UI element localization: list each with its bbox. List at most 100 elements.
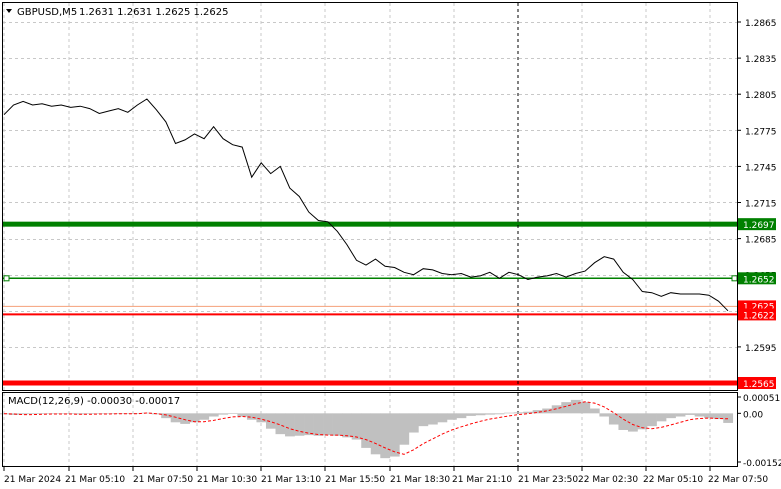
macd-histogram-bar bbox=[694, 413, 705, 417]
price-axis-label: 1.2805 bbox=[745, 91, 777, 101]
macd-histogram-bar bbox=[647, 413, 657, 427]
macd-histogram-bar bbox=[237, 413, 248, 417]
macd-histogram-bar bbox=[723, 413, 734, 423]
macd-histogram-bar bbox=[485, 413, 495, 415]
macd-histogram-bar bbox=[675, 413, 686, 417]
macd-histogram-bar bbox=[332, 413, 343, 436]
macd-histogram-bar bbox=[27, 413, 38, 414]
macd-histogram-bar bbox=[380, 413, 391, 459]
macd-histogram-bar bbox=[161, 413, 172, 419]
close-price-path bbox=[3, 98, 729, 312]
time-axis-label: 22 Mar 07:50 bbox=[708, 475, 768, 485]
horizontal-levels[interactable] bbox=[3, 221, 738, 386]
macd-histogram-bar bbox=[170, 413, 181, 423]
macd-histogram-bar bbox=[208, 413, 219, 417]
macd-histogram-bar bbox=[608, 413, 619, 425]
macd-histogram-bar bbox=[199, 413, 210, 420]
macd-histogram-bar bbox=[466, 413, 476, 416]
time-axis-label: 21 Mar 13:10 bbox=[261, 475, 321, 485]
time-axis-label: 21 Mar 07:50 bbox=[133, 475, 193, 485]
macd-histogram-bar bbox=[361, 413, 372, 448]
macd-histogram-bar bbox=[294, 413, 305, 436]
level-price-text: 1.2622 bbox=[743, 311, 775, 321]
macd-histogram-bar bbox=[399, 413, 410, 445]
macd-histogram-bar bbox=[351, 413, 362, 440]
macd-histogram-bar bbox=[504, 412, 514, 414]
macd-signal-path bbox=[3, 401, 729, 455]
macd-signal-line bbox=[3, 401, 729, 455]
macd-histogram-bar bbox=[37, 413, 48, 414]
level-price-text: 1.2697 bbox=[743, 221, 775, 231]
macd-histogram-bar bbox=[227, 413, 238, 414]
macd-histogram-bar bbox=[18, 413, 29, 415]
macd-histogram-bar bbox=[513, 412, 524, 414]
macd-histogram-bar bbox=[323, 413, 333, 436]
macd-histogram-bar bbox=[142, 412, 152, 414]
macd-histogram-bar bbox=[713, 413, 724, 420]
macd-histogram-bar bbox=[180, 413, 191, 424]
time-axis: 21 Mar 2024 21 Mar 05:10 21 Mar 07:50 21 Ma… bbox=[3, 467, 768, 485]
macd-histogram-bar bbox=[104, 413, 114, 414]
price-axis-label: 1.2835 bbox=[745, 55, 777, 65]
macd-histogram-bar bbox=[189, 413, 200, 423]
macd-axis-label: 0.00051 bbox=[743, 394, 780, 404]
macd-histogram-bar bbox=[589, 408, 600, 414]
macd-histogram bbox=[0, 399, 734, 459]
ohlc-values: 1.2631 1.2631 1.2625 1.2625 bbox=[79, 7, 229, 18]
macd-histogram-bar bbox=[427, 413, 438, 425]
macd-histogram-bar bbox=[113, 413, 124, 414]
level-price-tag bbox=[738, 377, 776, 389]
macd-histogram-bar bbox=[627, 413, 638, 432]
level-line bbox=[3, 380, 737, 386]
macd-histogram-bar bbox=[123, 413, 133, 414]
macd-histogram-bar bbox=[256, 413, 267, 423]
price-axis-label: 1.2865 bbox=[745, 19, 777, 29]
macd-histogram-bar bbox=[132, 413, 143, 414]
level-price-tag bbox=[738, 272, 776, 285]
time-axis-label: 21 Mar 18:30 bbox=[390, 475, 450, 485]
price-axis-label: 1.2775 bbox=[745, 127, 777, 137]
current-price-text: 1.2625 bbox=[743, 302, 775, 312]
price-axis-label: 1.2685 bbox=[745, 236, 777, 246]
macd-histogram-bar bbox=[618, 413, 629, 430]
macd-histogram-bar bbox=[437, 413, 448, 423]
macd-histogram-bar bbox=[599, 413, 610, 417]
macd-histogram-bar bbox=[389, 413, 400, 457]
macd-histogram-bar bbox=[265, 413, 276, 429]
time-axis-label: 22 Mar 05:10 bbox=[643, 475, 703, 485]
macd-header: MACD(12,26,9) -0.00030 -0.00017 bbox=[8, 396, 180, 407]
macd-histogram-bar bbox=[218, 413, 229, 415]
level-price-tag bbox=[738, 218, 776, 231]
macd-histogram-bar bbox=[637, 413, 648, 430]
macd-histogram-bar bbox=[685, 413, 695, 415]
macd-histogram-bar bbox=[494, 413, 505, 415]
macd-histogram-bar bbox=[666, 413, 676, 419]
macd-histogram-bar bbox=[704, 413, 715, 419]
chart-header: GBPUSD,M5 1.2631 1.2631 1.2625 1.2625 bbox=[6, 7, 229, 18]
macd-histogram-bar bbox=[408, 413, 419, 433]
macd-axis-label: -0.00152 bbox=[743, 459, 781, 469]
macd-histogram-bar bbox=[275, 413, 286, 435]
macd-histogram-bar bbox=[246, 413, 257, 420]
macd-histogram-bar bbox=[370, 413, 381, 455]
time-axis-label: 21 Mar 10:30 bbox=[197, 475, 257, 485]
price-line bbox=[3, 98, 729, 312]
time-axis-label: 21 Mar 21:10 bbox=[452, 475, 512, 485]
macd-histogram-bar bbox=[418, 413, 429, 427]
time-axis-label: 21 Mar 15:50 bbox=[325, 475, 385, 485]
macd-histogram-bar bbox=[285, 413, 295, 437]
price-axis-label: 1.2595 bbox=[745, 344, 777, 354]
macd-indicator-title: MACD(12,26,9) -0.00030 -0.00017 bbox=[8, 396, 180, 407]
macd-histogram-bar bbox=[475, 413, 486, 416]
time-axis-label: 21 Mar 23:50 bbox=[518, 475, 578, 485]
macd-histogram-bar bbox=[8, 413, 19, 415]
macd-histogram-bar bbox=[342, 413, 353, 438]
macd-histogram-bar bbox=[446, 413, 457, 420]
chevron-down-icon[interactable] bbox=[6, 9, 12, 13]
macd-histogram-bar bbox=[551, 405, 562, 414]
price-axis-label: 1.2715 bbox=[745, 200, 777, 210]
macd-histogram-bar bbox=[570, 399, 581, 414]
macd-histogram-bar bbox=[532, 410, 543, 414]
